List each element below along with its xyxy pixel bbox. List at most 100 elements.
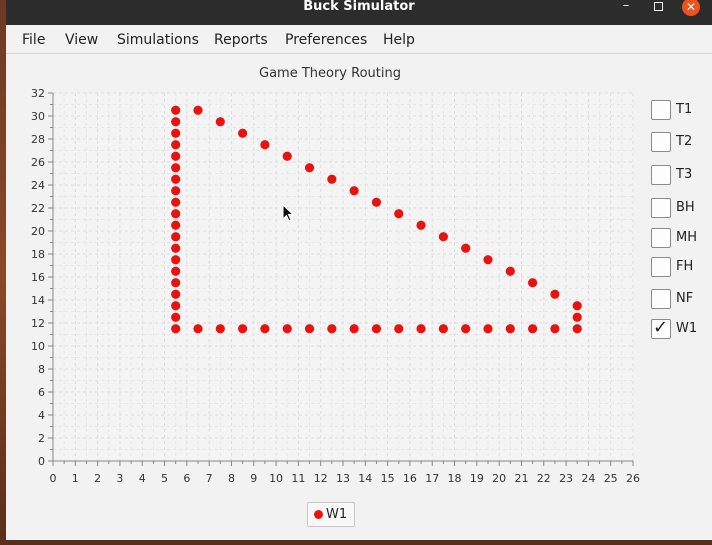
data-point <box>171 301 181 311</box>
x-tick-label: 18 <box>448 472 462 485</box>
data-point <box>416 220 426 230</box>
data-point <box>215 324 225 334</box>
data-point <box>327 174 337 184</box>
legend-label: W1 <box>326 507 348 522</box>
menu-preferences[interactable]: Preferences <box>285 32 368 48</box>
y-tick-label: 22 <box>31 202 45 215</box>
checkbox[interactable] <box>651 132 671 152</box>
data-point <box>550 324 560 334</box>
data-point <box>171 255 181 265</box>
x-tick-label: 20 <box>492 472 506 485</box>
data-point <box>371 197 382 207</box>
y-tick-label: 28 <box>31 133 45 146</box>
checkbox[interactable] <box>651 289 671 309</box>
menu-help[interactable]: Help <box>383 32 415 48</box>
data-point <box>394 324 404 334</box>
checkbox[interactable]: ✓ <box>651 317 671 339</box>
y-tick-label: 0 <box>38 455 45 468</box>
toggle-t2[interactable]: T2 <box>651 132 711 154</box>
x-tick-label: 21 <box>514 472 528 485</box>
data-point <box>528 324 538 334</box>
window-title: Buck Simulator <box>303 0 415 14</box>
data-point <box>304 324 315 334</box>
x-tick-label: 2 <box>94 472 101 485</box>
maximize-icon[interactable] <box>646 0 670 16</box>
toggle-label: T2 <box>676 134 693 149</box>
toggle-label: W1 <box>676 321 698 336</box>
data-point <box>394 209 404 219</box>
checkbox[interactable] <box>651 228 671 248</box>
data-point <box>461 243 471 253</box>
data-point <box>505 266 515 276</box>
x-tick-label: 17 <box>425 472 439 485</box>
y-tick-label: 24 <box>31 179 45 192</box>
close-icon[interactable]: ✕ <box>682 0 700 16</box>
data-point <box>171 266 181 276</box>
x-tick-label: 25 <box>604 472 618 485</box>
checkbox[interactable] <box>651 100 671 120</box>
data-point <box>505 324 515 334</box>
data-point <box>215 117 225 127</box>
x-tick-label: 1 <box>72 472 79 485</box>
data-point <box>238 128 248 138</box>
y-tick-label: 30 <box>31 110 45 123</box>
y-tick-label: 2 <box>38 432 45 445</box>
toggle-fh[interactable]: FH <box>651 257 711 279</box>
x-tick-label: 12 <box>314 472 328 485</box>
x-tick-label: 6 <box>183 472 190 485</box>
data-point <box>193 324 203 334</box>
checkbox[interactable] <box>651 165 671 185</box>
minimize-icon[interactable]: – <box>622 0 630 13</box>
data-point <box>171 140 181 150</box>
x-tick-label: 0 <box>50 472 57 485</box>
data-point <box>483 324 493 334</box>
menu-bar: File View Simulations Reports Preference… <box>6 25 712 54</box>
y-tick-label: 8 <box>38 363 45 376</box>
menu-simulations[interactable]: Simulations <box>117 32 199 48</box>
x-tick-label: 3 <box>116 472 123 485</box>
checkbox[interactable] <box>651 198 671 218</box>
x-tick-label: 15 <box>381 472 395 485</box>
data-point <box>260 140 270 150</box>
toggle-label: T1 <box>676 102 693 117</box>
y-tick-label: 32 <box>31 87 45 100</box>
checkbox[interactable] <box>651 257 671 277</box>
check-icon: ✓ <box>653 317 669 338</box>
x-tick-label: 4 <box>139 472 146 485</box>
x-tick-label: 7 <box>206 472 213 485</box>
toggle-mh[interactable]: MH <box>651 228 711 250</box>
data-point <box>171 243 181 253</box>
x-tick-label: 22 <box>537 472 551 485</box>
data-point <box>193 105 203 115</box>
y-tick-label: 26 <box>31 156 45 169</box>
menu-view[interactable]: View <box>65 32 99 48</box>
data-point <box>171 105 181 115</box>
x-tick-label: 5 <box>161 472 168 485</box>
toggle-w1[interactable]: ✓ W1 <box>651 317 711 341</box>
menu-reports[interactable]: Reports <box>214 32 268 48</box>
data-point <box>171 186 181 196</box>
y-tick-label: 20 <box>31 225 45 238</box>
toggle-t1[interactable]: T1 <box>651 100 711 122</box>
y-tick-label: 4 <box>38 409 45 422</box>
data-point <box>171 232 181 242</box>
x-tick-label: 10 <box>269 472 283 485</box>
data-point <box>171 324 181 334</box>
data-point <box>461 324 471 334</box>
data-point <box>171 151 181 161</box>
data-point <box>349 324 359 334</box>
data-point <box>438 232 448 242</box>
toggle-label: T3 <box>676 167 693 182</box>
toggle-bh[interactable]: BH <box>651 198 711 220</box>
y-tick-label: 12 <box>31 317 45 330</box>
mouse-cursor-icon <box>282 204 295 222</box>
data-point <box>171 163 181 173</box>
menu-file[interactable]: File <box>22 32 46 48</box>
data-point <box>171 220 181 230</box>
toggle-t3[interactable]: T3 <box>651 165 711 187</box>
x-tick-label: 19 <box>470 472 484 485</box>
toggle-nf[interactable]: NF <box>651 289 711 311</box>
data-point <box>171 174 181 184</box>
data-point <box>238 324 248 334</box>
